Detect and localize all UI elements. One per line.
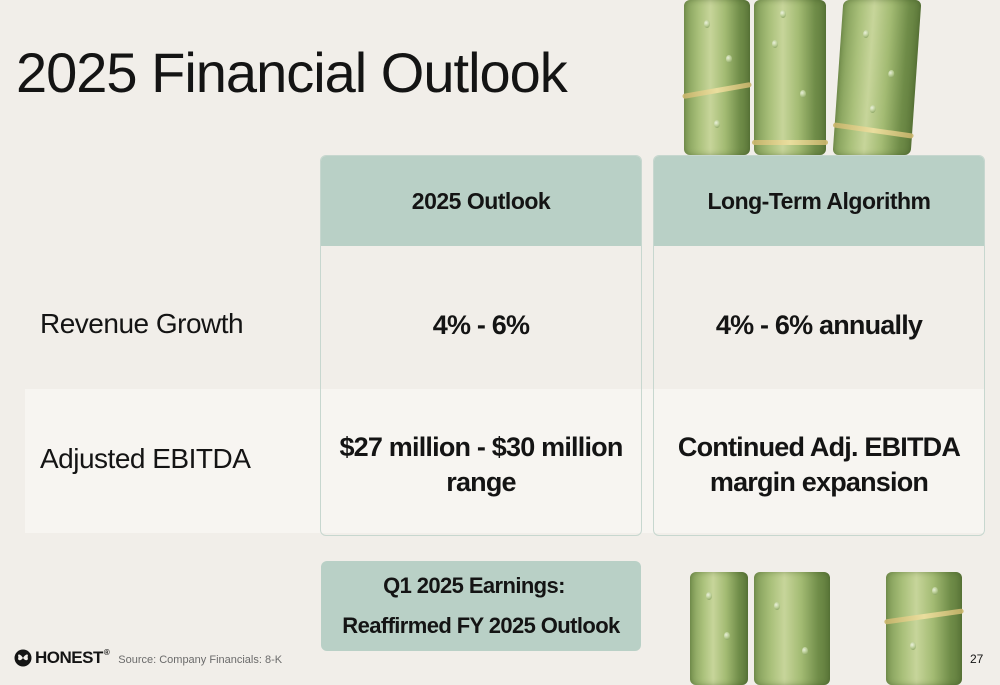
- row-band-adjusted-ebitda: [25, 389, 985, 533]
- row-label-adjusted-ebitda: Adjusted EBITDA: [40, 443, 251, 474]
- column-header: 2025 Outlook: [321, 156, 641, 246]
- page-title: 2025 Financial Outlook: [16, 41, 568, 104]
- footer: HONEST® Source: Company Financials: 8-K: [14, 648, 282, 668]
- source-note: Source: Company Financials: 8-K: [118, 653, 283, 666]
- cell-revenue-growth-long-term: 4% - 6% annually: [715, 310, 923, 341]
- logo-text: HONEST: [35, 648, 103, 667]
- row-label-revenue-growth: Revenue Growth: [40, 308, 244, 339]
- callout-line-2: Reaffirmed FY 2025 Outlook: [342, 613, 620, 638]
- bamboo-image-top: [676, 0, 946, 155]
- column-2025-outlook: 2025 Outlook 4% - 6% $27 million - $30 m…: [320, 155, 642, 536]
- butterfly-icon: [14, 649, 32, 667]
- cell-adjusted-ebitda-long-term: Continued Adj. EBITDA margin expansion: [677, 431, 961, 497]
- bamboo-image-bottom: [690, 572, 980, 685]
- callout-line-1: Q1 2025 Earnings:: [383, 573, 565, 598]
- column-long-term-algorithm: Long-Term Algorithm 4% - 6% annually Con…: [653, 155, 985, 536]
- cell-revenue-growth-2025: 4% - 6%: [432, 310, 530, 341]
- page-number: 27: [970, 652, 984, 666]
- logo-trademark: ®: [103, 648, 110, 657]
- earnings-callout: Q1 2025 Earnings: Reaffirmed FY 2025 Out…: [321, 561, 641, 651]
- cell-adjusted-ebitda-2025: $27 million - $30 million range: [339, 431, 623, 497]
- column-header: Long-Term Algorithm: [654, 156, 984, 246]
- honest-logo: HONEST®: [14, 648, 110, 668]
